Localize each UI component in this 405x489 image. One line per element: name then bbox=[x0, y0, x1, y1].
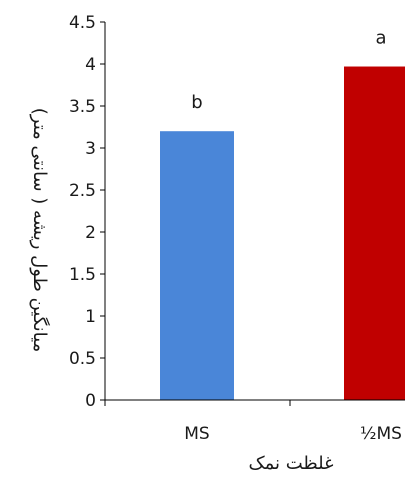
y-tick-label: 1.5 bbox=[69, 265, 96, 285]
y-tick-label: 1 bbox=[85, 307, 96, 327]
significance-letters: ba bbox=[191, 28, 386, 114]
x-tick-label: MS bbox=[184, 424, 209, 444]
y-tick-label: 0.5 bbox=[69, 349, 96, 369]
y-tick-label: 3.5 bbox=[69, 97, 96, 117]
significance-letter: b bbox=[191, 92, 202, 113]
x-axis-title: غلظت نمک bbox=[248, 453, 333, 474]
y-axis-ticks: 0 0.5 1 1.5 2 2.5 3 3.5 4 4.5 bbox=[69, 13, 105, 411]
bars bbox=[160, 66, 405, 401]
significance-letter: a bbox=[375, 28, 386, 49]
y-tick-label: 4 bbox=[85, 55, 96, 75]
y-tick-label: 2 bbox=[85, 223, 96, 243]
y-tick-label: 0 bbox=[85, 391, 96, 411]
bar bbox=[344, 66, 405, 401]
bar bbox=[160, 131, 234, 400]
y-tick-label: 4.5 bbox=[69, 13, 96, 33]
x-tick-label: ½MS bbox=[360, 424, 402, 444]
y-axis-title: میانگین طول ریشه ( سانتی متر) bbox=[29, 108, 51, 352]
y-tick-label: 3 bbox=[85, 139, 96, 159]
y-tick-label: 2.5 bbox=[69, 181, 96, 201]
x-axis-categories: MS ½MS bbox=[104, 400, 402, 444]
